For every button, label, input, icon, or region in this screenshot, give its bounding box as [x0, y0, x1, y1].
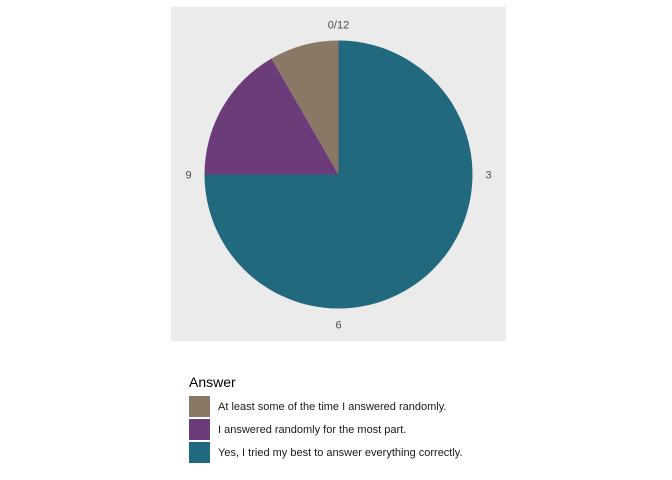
legend-label: Yes, I tried my best to answer everythin… — [218, 446, 463, 459]
legend-item: I answered randomly for the most part. — [189, 418, 463, 441]
legend-label: At least some of the time I answered ran… — [218, 400, 447, 413]
angular-tick-label: 6 — [335, 320, 341, 332]
legend-label: I answered randomly for the most part. — [218, 423, 407, 436]
legend-item: Yes, I tried my best to answer everythin… — [189, 441, 463, 464]
angular-tick-label: 0/12 — [328, 20, 349, 32]
legend-key-swatch — [189, 442, 210, 463]
legend-key-swatch — [189, 419, 210, 440]
pie-slice — [204, 40, 473, 309]
angular-tick-label: 9 — [185, 170, 191, 182]
legend-items: At least some of the time I answered ran… — [189, 395, 463, 464]
legend-item: At least some of the time I answered ran… — [189, 395, 463, 418]
legend-key-swatch — [189, 396, 210, 417]
pie-slice — [271, 40, 339, 175]
legend: Answer At least some of the time I answe… — [189, 374, 463, 464]
pie-slices — [204, 40, 473, 309]
angular-tick-label: 3 — [485, 170, 491, 182]
legend-title: Answer — [189, 374, 236, 390]
angular-tick-labels: 0/12 3 6 9 — [185, 20, 491, 332]
pie-slice — [204, 58, 339, 175]
